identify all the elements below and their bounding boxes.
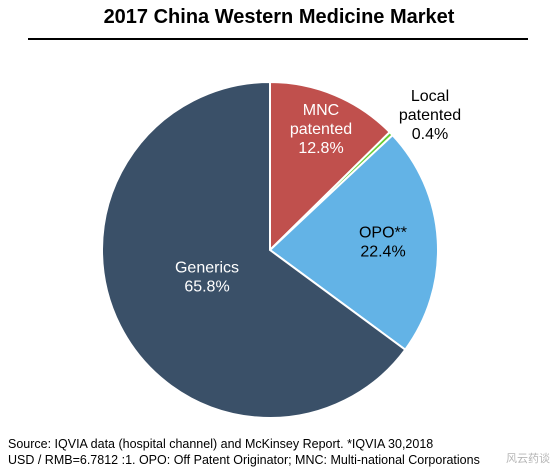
source-line-1: Source: IQVIA data (hospital channel) an… [8, 437, 434, 451]
pie-labels: MNC patented 12.8% Local patented 0.4% OPO** 22… [175, 88, 461, 296]
chart-title: 2017 China Western Medicine Market [103, 6, 455, 28]
slice-value-label: 0.4% [412, 126, 448, 143]
watermark: 风云药谈 [506, 452, 550, 465]
pie-slice-mnc-patented [269, 80, 392, 253]
title-underline [28, 38, 528, 40]
slice-value-label: 12.8% [298, 140, 343, 157]
slice-category-label: Local [411, 88, 449, 105]
pie-slices [101, 80, 439, 419]
slice-value-label: 65.8% [184, 279, 229, 296]
slice-value-label: 22.4% [360, 244, 405, 261]
slice-category-label: patented [399, 107, 461, 124]
slice-category-label: patented [290, 121, 352, 138]
source-note: Source: IQVIA data (hospital channel) an… [8, 436, 553, 468]
slice-category-label: Generics [175, 260, 239, 277]
pie-slice-opo [268, 133, 439, 352]
slice-category-label: OPO** [359, 225, 407, 242]
pie-slice-generics [101, 80, 407, 419]
source-line-2: USD / RMB=6.7812 :1. OPO: Off Patent Ori… [8, 453, 480, 467]
slice-category-label: MNC [303, 102, 339, 119]
